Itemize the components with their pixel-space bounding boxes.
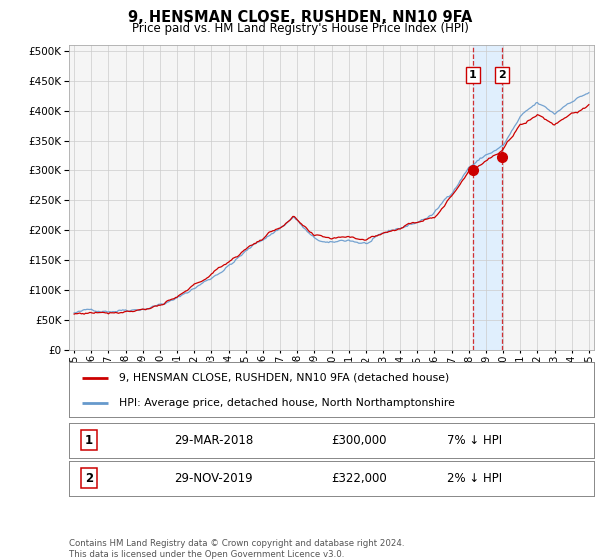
Text: 29-NOV-2019: 29-NOV-2019: [174, 472, 253, 485]
Text: 1: 1: [469, 70, 477, 80]
Text: Contains HM Land Registry data © Crown copyright and database right 2024.
This d: Contains HM Land Registry data © Crown c…: [69, 539, 404, 559]
Text: 7% ↓ HPI: 7% ↓ HPI: [447, 433, 502, 447]
Text: 2: 2: [85, 472, 93, 485]
Text: £322,000: £322,000: [331, 472, 387, 485]
Text: 9, HENSMAN CLOSE, RUSHDEN, NN10 9FA: 9, HENSMAN CLOSE, RUSHDEN, NN10 9FA: [128, 10, 472, 25]
Text: 1: 1: [85, 433, 93, 447]
Bar: [473, 45, 502, 350]
Text: 2% ↓ HPI: 2% ↓ HPI: [447, 472, 502, 485]
Text: 29-MAR-2018: 29-MAR-2018: [174, 433, 253, 447]
Text: HPI: Average price, detached house, North Northamptonshire: HPI: Average price, detached house, Nort…: [119, 399, 455, 408]
Text: £300,000: £300,000: [331, 433, 387, 447]
Text: 2: 2: [497, 70, 505, 80]
Text: Price paid vs. HM Land Registry's House Price Index (HPI): Price paid vs. HM Land Registry's House …: [131, 22, 469, 35]
Text: 9, HENSMAN CLOSE, RUSHDEN, NN10 9FA (detached house): 9, HENSMAN CLOSE, RUSHDEN, NN10 9FA (det…: [119, 373, 449, 382]
